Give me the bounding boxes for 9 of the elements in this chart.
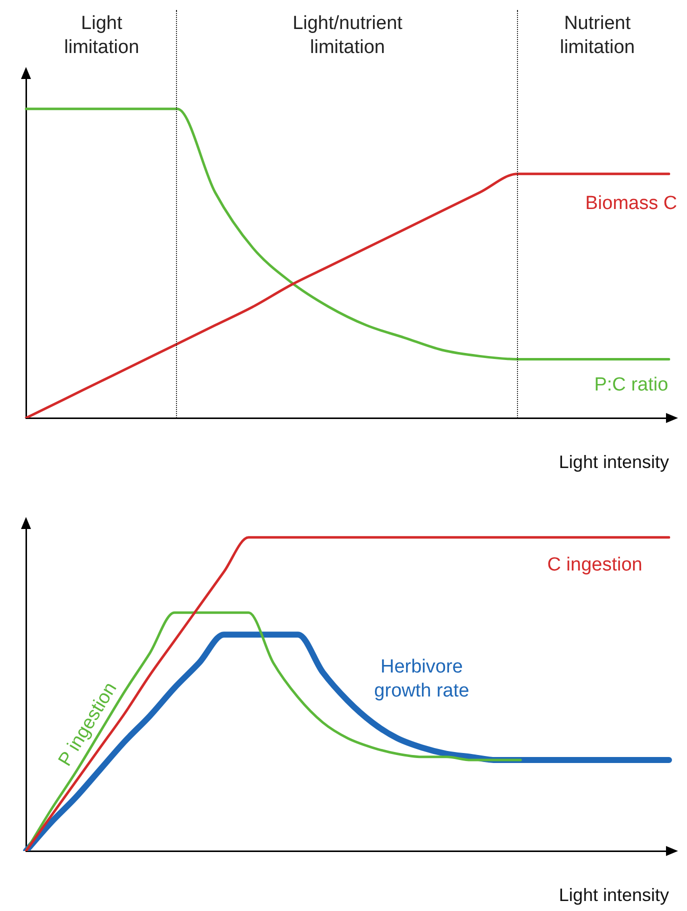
x-axis-title: Light intensity [558,452,669,472]
series-label: Herbivore growth rate [374,656,470,702]
text: Nutrient limitation [560,13,635,58]
series-label: C ingestion [547,554,642,576]
series-label: Biomass C [585,193,678,214]
text: Light limitation [64,13,140,58]
series-label: P:C ratio [594,374,668,396]
text: Light/nutrient limitation [292,13,404,58]
x-axis-title: Light intensity [558,885,669,906]
